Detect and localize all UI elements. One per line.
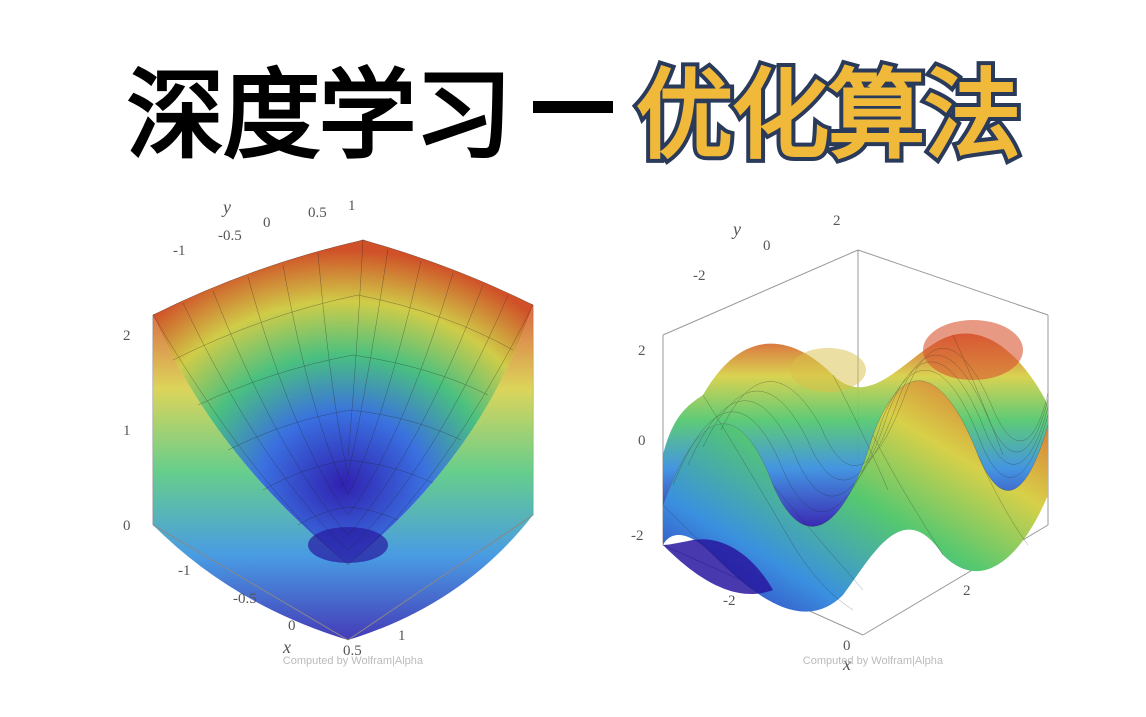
svg-text:0.5: 0.5 [308,205,327,221]
svg-text:2: 2 [638,343,646,359]
plot-left-surface [153,240,533,640]
title-part2: 优化算法 [635,36,1019,178]
svg-text:-1: -1 [173,243,186,259]
svg-text:y: y [221,197,231,217]
svg-text:1: 1 [348,198,356,214]
svg-text:0: 0 [263,215,271,231]
plot-left-credit: Computed by Wolfram|Alpha [283,655,423,667]
svg-text:0: 0 [638,433,646,449]
title-container: 深度学习 优化算法 [0,36,1146,178]
title-dash-separator [533,101,613,113]
plot-right: -2 0 2 y -2 0 2 -2 0 2 x Computed by Wol… [583,195,1083,675]
svg-text:0: 0 [843,638,851,654]
plot-right-credit: Computed by Wolfram|Alpha [803,655,943,667]
svg-text:2: 2 [963,583,971,599]
plots-row: -1 -0.5 0 0.5 1 y 0 1 2 -1 -0.5 0 0.5 1 … [0,195,1146,695]
plot-right-svg: -2 0 2 y -2 0 2 -2 0 2 x [583,195,1083,675]
svg-text:x: x [282,637,291,657]
title-part1: 深度学习 [127,36,511,178]
svg-text:0: 0 [123,518,131,534]
svg-text:-2: -2 [693,268,706,284]
svg-text:0: 0 [288,618,296,634]
plot-left-svg: -1 -0.5 0 0.5 1 y 0 1 2 -1 -0.5 0 0.5 1 … [63,195,563,675]
svg-text:y: y [731,219,741,239]
svg-text:1: 1 [398,628,406,644]
svg-text:-2: -2 [723,593,736,609]
svg-text:-1: -1 [178,563,191,579]
svg-text:-2: -2 [631,528,644,544]
svg-text:2: 2 [833,213,841,229]
plot-left: -1 -0.5 0 0.5 1 y 0 1 2 -1 -0.5 0 0.5 1 … [63,195,563,675]
svg-text:-0.5: -0.5 [218,228,242,244]
svg-text:-0.5: -0.5 [233,591,257,607]
svg-text:1: 1 [123,423,131,439]
svg-text:2: 2 [123,328,131,344]
svg-text:0: 0 [763,238,771,254]
